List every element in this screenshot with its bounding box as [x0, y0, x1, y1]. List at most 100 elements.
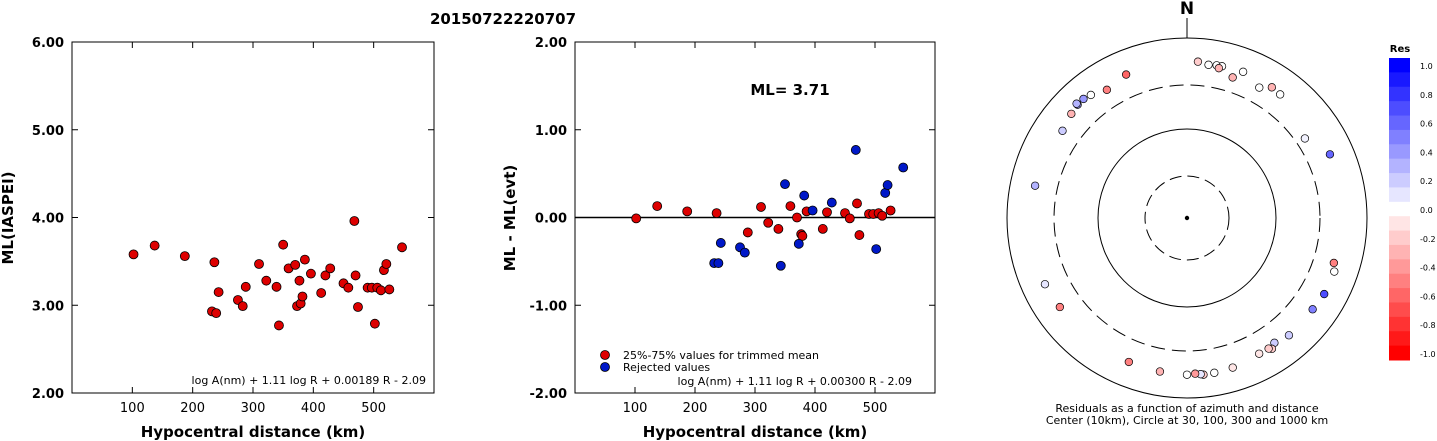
rejected-point — [826, 197, 837, 208]
data-point — [369, 318, 380, 329]
x-tick-label: 500 — [361, 401, 386, 416]
azimuth-residual-polar-plot: N Residuals as a function of azimuth and… — [1006, 0, 1368, 427]
colorbar-label: 0.4 — [1420, 148, 1433, 157]
station-residual-point — [1040, 280, 1050, 289]
colorbar-swatch — [1389, 201, 1410, 217]
trimmed-point — [854, 230, 865, 240]
colorbar-label: -0.8 — [1420, 321, 1436, 330]
ring-30km — [1144, 175, 1230, 261]
x-tick-label: 400 — [301, 401, 326, 416]
station-residual-point — [1320, 289, 1329, 299]
colorbar-swatch — [1389, 187, 1410, 203]
x-tick-label: 200 — [180, 401, 205, 416]
y-tick-label: 6.00 — [32, 36, 64, 51]
x-tick-label: 200 — [683, 401, 708, 416]
trimmed-point — [852, 198, 862, 209]
x-tick-label: 300 — [743, 401, 768, 416]
data-point — [240, 281, 251, 292]
north-label: N — [1180, 0, 1194, 19]
station-residual-point — [1079, 94, 1088, 104]
station-residual-point — [1264, 344, 1273, 353]
station-residual-point — [1300, 134, 1310, 143]
colorbar-swatch — [1389, 230, 1410, 246]
station-residual-point — [1058, 126, 1067, 135]
rejected-point — [807, 205, 818, 216]
ml-annotation: ML= 3.71 — [750, 81, 829, 99]
station-residual-point — [1255, 349, 1264, 358]
y-tick-label: 1.00 — [535, 124, 567, 139]
rejected-point — [871, 244, 882, 254]
data-point — [149, 240, 160, 251]
colorbar-label: -0.4 — [1420, 264, 1436, 273]
legend-marker-trimmed — [600, 350, 610, 360]
ring-1000km — [1006, 37, 1368, 399]
colorbar-swatch — [1389, 101, 1410, 117]
data-point — [254, 259, 264, 269]
data-point — [261, 275, 272, 286]
station-residual-point — [1030, 181, 1040, 190]
station-residual-point — [1055, 302, 1065, 312]
rejected-point — [775, 260, 786, 271]
colorbar-swatch — [1389, 72, 1410, 88]
ml-residual-plot: -2.00 -1.00 0.00 1.00 2.00 100 200 300 400 500 M… — [501, 36, 936, 441]
plot2-x-axis-label: Hypocentral distance (km) — [643, 423, 868, 441]
ring-300km — [1053, 84, 1321, 352]
colorbar-label: -0.2 — [1420, 235, 1436, 244]
colorbar-swatch — [1389, 345, 1410, 361]
colorbar-swatch — [1389, 115, 1410, 131]
station-residual-point — [1330, 267, 1339, 276]
station-residual-point — [1210, 368, 1219, 377]
trimmed-point — [652, 201, 663, 211]
colorbar-swatch — [1389, 273, 1410, 289]
rejected-point — [882, 180, 893, 190]
station-residual-point — [1072, 99, 1081, 108]
y-tick-label: -1.00 — [530, 299, 567, 314]
colorbar-label: -1.0 — [1420, 350, 1436, 359]
station-residual-point — [1191, 369, 1200, 378]
station-residual-point — [1214, 64, 1223, 73]
trimmed-point — [792, 212, 802, 223]
rejected-point — [780, 179, 790, 190]
station-residual-point — [1308, 305, 1317, 314]
data-point — [381, 259, 392, 269]
colorbar-label: 0.6 — [1420, 120, 1433, 129]
trimmed-point — [797, 231, 808, 241]
trimmed-point — [817, 224, 828, 234]
colorbar-swatch — [1389, 331, 1410, 347]
trimmed-point — [682, 206, 693, 217]
colorbar-swatch — [1389, 173, 1410, 188]
station-residual-point — [1204, 60, 1213, 69]
rejected-point — [739, 247, 750, 258]
colorbar-label: -0.6 — [1420, 292, 1436, 301]
trimmed-point — [877, 210, 888, 221]
colorbar-swatch — [1389, 288, 1410, 303]
station-residual-point — [1102, 85, 1112, 94]
station-residual-point — [1228, 73, 1237, 82]
trimmed-point — [785, 201, 796, 211]
station-residual-point — [1124, 357, 1133, 367]
colorbar-swatch — [1389, 316, 1410, 332]
legend-label-rejected: Rejected values — [623, 361, 710, 374]
trimmed-point — [773, 224, 784, 234]
x-tick-label: 500 — [863, 401, 888, 416]
rejected-point — [799, 190, 810, 201]
y-tick-label: -2.00 — [530, 387, 567, 402]
colorbar-label: 0.0 — [1420, 206, 1433, 215]
station-residual-point — [1255, 83, 1264, 92]
station-residual-point — [1155, 367, 1165, 376]
trimmed-point — [631, 213, 642, 224]
station-residual-point — [1275, 90, 1285, 99]
trimmed-point — [756, 202, 766, 212]
ring-100km — [1097, 128, 1277, 308]
station-residual-point — [1267, 83, 1277, 92]
colorbar-title: Res — [1390, 44, 1410, 55]
data-point — [350, 270, 361, 281]
rejected-point — [713, 258, 724, 269]
colorbar-label: 1.0 — [1420, 62, 1433, 71]
y-tick-label: 4.00 — [32, 212, 64, 227]
polar-caption-line2: Center (10km), Circle at 30, 100, 300 an… — [1046, 414, 1328, 427]
data-point — [299, 254, 310, 265]
station-residual-point — [1284, 331, 1294, 340]
station-residual-point — [1325, 150, 1335, 159]
